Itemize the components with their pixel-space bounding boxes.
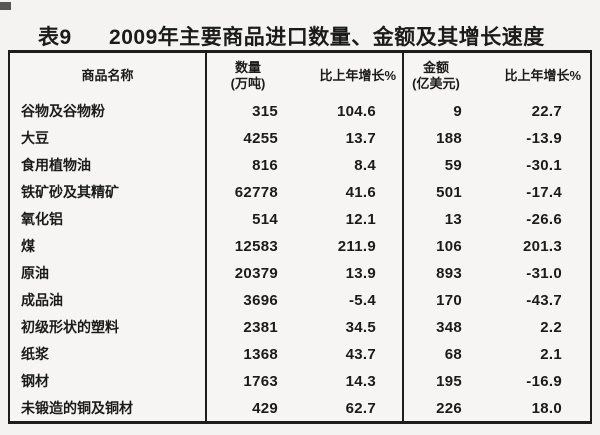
- cell-quantity: 1368: [243, 346, 278, 363]
- cell-quantity: 2381: [243, 319, 278, 336]
- header-amount-line1: 金额: [422, 59, 449, 75]
- table-number: 表9: [38, 26, 72, 49]
- table-header-row: 商品名称 数量 (万吨) 比上年增长% 金额 (亿美元) 比上年增长%: [10, 53, 590, 98]
- table-row: 煤 12583 211.9 106 201.3: [10, 233, 590, 260]
- scan-artifact-mark: [0, 2, 11, 10]
- table-row: 铁矿砂及其精矿 62778 41.6 501 -17.4: [10, 179, 590, 206]
- header-quantity-growth-label: 比上年增长%: [319, 67, 396, 83]
- cell-quantity: 1763: [243, 373, 278, 390]
- table-row: 未锻造的铜及铜材 429 62.7 226 18.0: [10, 395, 590, 422]
- cell-commodity-name: 大豆: [10, 125, 207, 152]
- header-quantity-line1: 数量: [234, 59, 261, 75]
- cell-quantity-growth: 62.7: [289, 395, 404, 422]
- header-quantity: 数量 (万吨): [207, 53, 289, 98]
- cell-commodity-name: 未锻造的铜及铜材: [10, 395, 207, 422]
- cell-amount: 188: [436, 130, 462, 147]
- cell-amount: 893: [436, 265, 462, 282]
- header-amount: 金额 (亿美元): [404, 53, 468, 98]
- table-body: 谷物及谷物粉 315 104.6 9 22.7 大豆 4255 13.7 188…: [10, 98, 590, 422]
- cell-commodity-name: 煤: [10, 233, 207, 260]
- cell-amount: 106: [436, 238, 462, 255]
- cell-quantity-growth: 8.4: [289, 152, 404, 179]
- cell-commodity-name: 初级形状的塑料: [10, 314, 207, 341]
- cell-commodity-name: 纸浆: [10, 341, 207, 368]
- header-amount-growth: 比上年增长%: [468, 53, 590, 98]
- cell-quantity: 429: [252, 400, 278, 417]
- cell-amount: 9: [453, 103, 462, 120]
- header-amount-line2: (亿美元): [412, 75, 460, 91]
- cell-quantity: 62778: [234, 184, 278, 201]
- cell-commodity-name: 钢材: [10, 368, 207, 395]
- cell-amount: 195: [436, 373, 462, 390]
- cell-quantity: 315: [252, 103, 278, 120]
- table-row: 钢材 1763 14.3 195 -16.9: [10, 368, 590, 395]
- cell-amount: 226: [436, 400, 462, 417]
- table-row: 初级形状的塑料 2381 34.5 348 2.2: [10, 314, 590, 341]
- cell-amount-growth: -16.9: [526, 373, 562, 390]
- cell-amount: 348: [436, 319, 462, 336]
- cell-quantity-growth: 12.1: [289, 206, 404, 233]
- table-row: 纸浆 1368 43.7 68 2.1: [10, 341, 590, 368]
- cell-commodity-name: 氧化铝: [10, 206, 207, 233]
- cell-quantity-growth: 211.9: [289, 233, 404, 260]
- cell-amount-growth: -13.9: [526, 130, 562, 147]
- cell-quantity-growth: -5.4: [289, 287, 404, 314]
- table-row: 氧化铝 514 12.1 13 -26.6: [10, 206, 590, 233]
- cell-quantity: 4255: [243, 130, 278, 147]
- header-quantity-line2: (万吨): [230, 75, 266, 91]
- header-quantity-growth: 比上年增长%: [289, 53, 404, 98]
- cell-amount-growth: -30.1: [526, 157, 562, 174]
- imports-table: 商品名称 数量 (万吨) 比上年增长% 金额 (亿美元) 比上年增长% 谷物及谷…: [8, 50, 592, 424]
- cell-commodity-name: 食用植物油: [10, 152, 207, 179]
- cell-quantity-growth: 34.5: [289, 314, 404, 341]
- cell-amount-growth: 2.2: [540, 319, 562, 336]
- cell-quantity: 514: [252, 211, 278, 228]
- cell-quantity: 20379: [234, 265, 278, 282]
- cell-commodity-name: 成品油: [10, 287, 207, 314]
- cell-amount: 68: [444, 346, 462, 363]
- cell-amount-growth: -26.6: [526, 211, 562, 228]
- cell-quantity: 12583: [234, 238, 278, 255]
- cell-quantity-growth: 14.3: [289, 368, 404, 395]
- table-row: 大豆 4255 13.7 188 -13.9: [10, 125, 590, 152]
- table-title-text: 2009年主要商品进口数量、金额及其增长速度: [109, 26, 545, 49]
- cell-amount: 501: [436, 184, 462, 201]
- header-commodity-name: 商品名称: [10, 53, 207, 98]
- cell-amount: 59: [444, 157, 462, 174]
- header-amount-growth-label: 比上年增长%: [504, 67, 581, 83]
- table-title: 表9 2009年主要商品进口数量、金额及其增长速度: [38, 21, 545, 51]
- cell-amount-growth: 22.7: [531, 103, 562, 120]
- table-row: 原油 20379 13.9 893 -31.0: [10, 260, 590, 287]
- cell-commodity-name: 铁矿砂及其精矿: [10, 179, 207, 206]
- cell-amount-growth: 18.0: [531, 400, 562, 417]
- cell-quantity-growth: 43.7: [289, 341, 404, 368]
- cell-amount-growth: -31.0: [526, 265, 562, 282]
- cell-commodity-name: 原油: [10, 260, 207, 287]
- cell-amount: 170: [436, 292, 462, 309]
- cell-amount-growth: 2.1: [540, 346, 562, 363]
- cell-quantity-growth: 104.6: [289, 98, 404, 125]
- cell-quantity-growth: 13.9: [289, 260, 404, 287]
- cell-amount-growth: 201.3: [522, 238, 562, 255]
- cell-quantity-growth: 13.7: [289, 125, 404, 152]
- table-row: 成品油 3696 -5.4 170 -43.7: [10, 287, 590, 314]
- table-row: 食用植物油 816 8.4 59 -30.1: [10, 152, 590, 179]
- cell-quantity-growth: 41.6: [289, 179, 404, 206]
- cell-amount-growth: -43.7: [526, 292, 562, 309]
- cell-quantity: 816: [252, 157, 278, 174]
- table-row: 谷物及谷物粉 315 104.6 9 22.7: [10, 98, 590, 125]
- cell-commodity-name: 谷物及谷物粉: [10, 98, 207, 125]
- cell-quantity: 3696: [243, 292, 278, 309]
- cell-amount: 13: [444, 211, 462, 228]
- cell-amount-growth: -17.4: [526, 184, 562, 201]
